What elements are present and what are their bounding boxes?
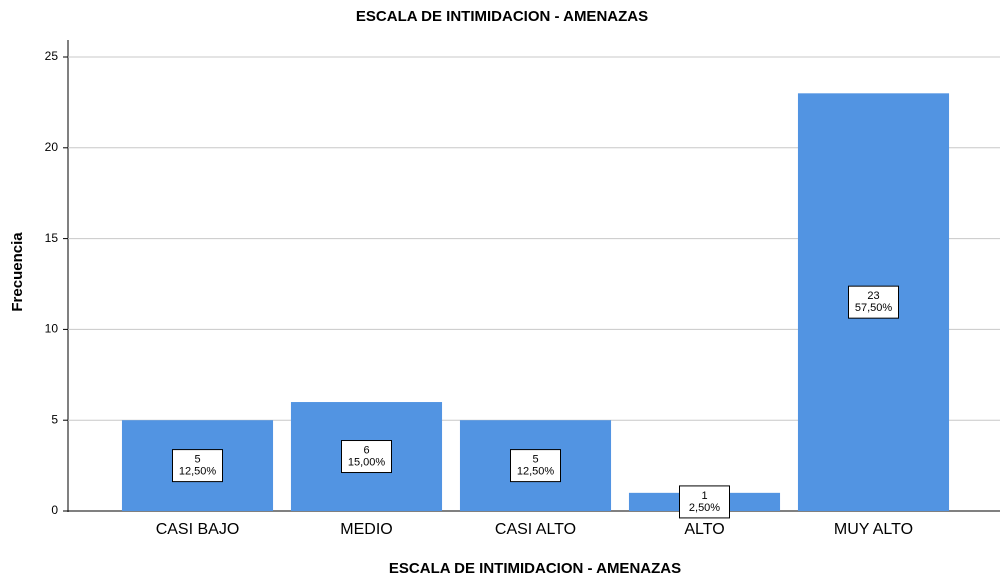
data-label: 23 [867, 290, 879, 302]
percent-label: 15,00% [348, 456, 386, 468]
percent-label: 57,50% [855, 302, 893, 314]
percent-label: 2,50% [689, 502, 720, 514]
percent-label: 12,50% [179, 466, 217, 478]
y-tick-label: 0 [51, 503, 58, 517]
data-label-box [341, 440, 392, 474]
x-tick-label: CASI BAJO [156, 521, 240, 538]
percent-label: 12,50% [517, 466, 555, 478]
data-label-box [172, 449, 223, 483]
data-label: 5 [532, 454, 538, 466]
x-axis-label: ESCALA DE INTIMIDACION - AMENAZAS [389, 560, 681, 577]
x-tick-label: ALTO [684, 521, 724, 538]
data-label-box [679, 485, 730, 519]
y-tick-label: 5 [51, 412, 58, 426]
data-label: 1 [701, 490, 707, 502]
y-tick-label: 20 [45, 140, 59, 154]
x-tick-label: MUY ALTO [834, 521, 913, 538]
data-label-box [510, 449, 561, 483]
chart-title: ESCALA DE INTIMIDACION - AMENAZAS [356, 8, 648, 25]
x-tick-label: CASI ALTO [495, 521, 576, 538]
y-tick-label: 10 [45, 322, 59, 336]
data-label: 5 [194, 454, 200, 466]
y-tick-label: 15 [45, 231, 59, 245]
data-label: 6 [363, 444, 369, 456]
y-tick-label: 25 [45, 49, 59, 63]
data-label-box [848, 285, 899, 319]
y-axis-label: Frecuencia [9, 232, 26, 312]
x-tick-label: MEDIO [340, 521, 392, 538]
